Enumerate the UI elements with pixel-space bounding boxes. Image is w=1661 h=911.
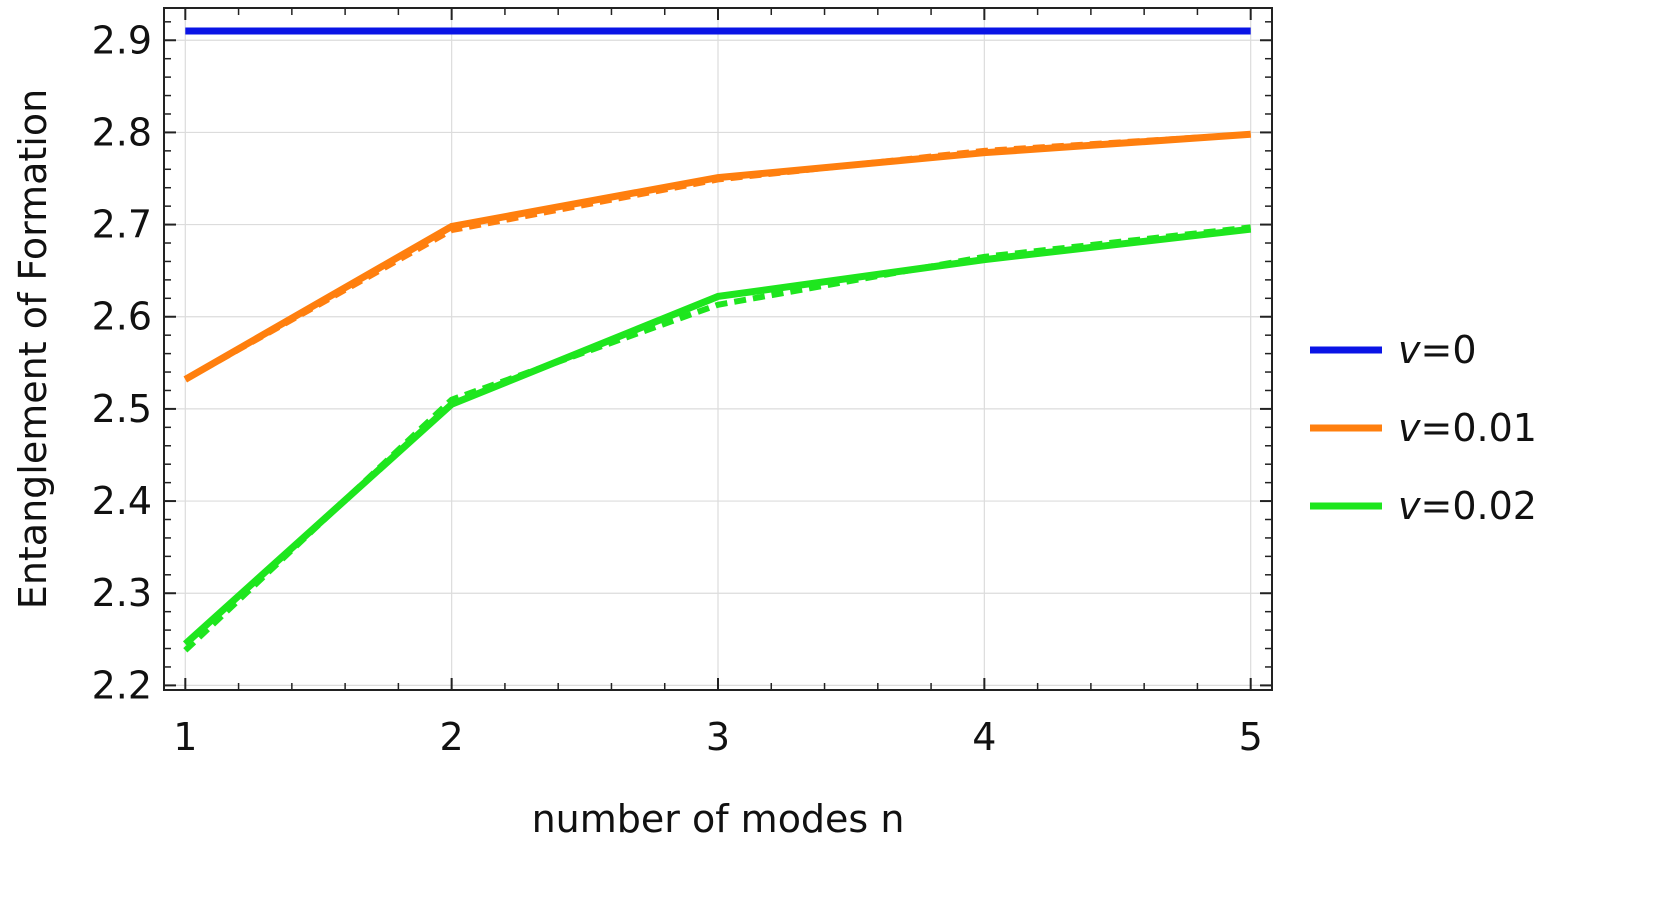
y-tick-label: 2.4 — [92, 479, 152, 523]
series-line-dashed — [183, 224, 1252, 653]
legend-symbol: v — [1398, 328, 1421, 372]
legend: v=0v=0.01v=0.02 — [1310, 328, 1537, 528]
y-tick-label: 2.2 — [92, 663, 152, 707]
x-tick-label: 2 — [440, 715, 464, 759]
y-tick-label: 2.3 — [92, 571, 152, 615]
x-axis-title: number of modes n — [532, 797, 905, 841]
y-axis-title: Entanglement of Formation — [11, 89, 55, 609]
series-lines — [182, 27, 1252, 653]
x-tick-label: 1 — [173, 715, 197, 759]
legend-symbol: v — [1398, 484, 1421, 528]
legend-value: =0 — [1421, 328, 1477, 372]
axis-ticks — [164, 8, 1272, 690]
legend-value: =0.01 — [1421, 406, 1537, 450]
y-tick-label: 2.8 — [92, 110, 152, 154]
x-tick-label: 4 — [972, 715, 996, 759]
series-line-dashed — [183, 131, 1251, 383]
y-tick-label: 2.7 — [92, 203, 152, 247]
grid — [164, 8, 1272, 690]
x-tick-label: 3 — [706, 715, 730, 759]
legend-label: v=0.02 — [1398, 484, 1537, 528]
legend-label: v=0.01 — [1398, 406, 1537, 450]
y-tick-label: 2.6 — [92, 295, 152, 339]
legend-label: v=0 — [1398, 328, 1477, 372]
y-tick-label: 2.5 — [92, 387, 152, 431]
y-tick-label: 2.9 — [92, 18, 152, 62]
x-tick-label: 5 — [1239, 715, 1263, 759]
legend-value: =0.02 — [1421, 484, 1537, 528]
tick-labels: 1 2 3 4 5 2.2 2.3 2.4 2.5 2.6 2.7 2.8 2.9 — [92, 18, 1263, 759]
legend-symbol: v — [1398, 406, 1421, 450]
